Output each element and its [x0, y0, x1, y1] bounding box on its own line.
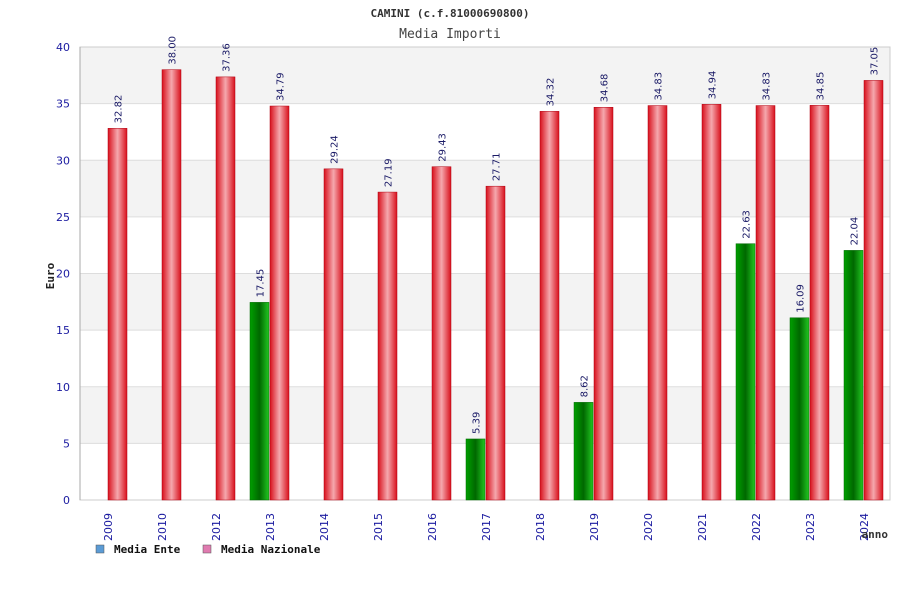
data-label-media-nazionale: 37.05: [870, 47, 881, 76]
bar-media-nazionale: [539, 111, 560, 501]
data-label-media-nazionale: 34.32: [546, 78, 557, 107]
legend: Media Ente Media Nazionale: [95, 543, 321, 556]
y-tick-label: 40: [56, 41, 70, 54]
y-tick-label: 0: [63, 494, 70, 507]
x-tick-label: 2018: [534, 513, 547, 541]
plot-band: [80, 160, 890, 217]
y-tick-label: 15: [56, 324, 70, 337]
plot-band: [80, 103, 890, 161]
data-label-media-nazionale: 38.00: [168, 36, 179, 65]
legend-swatch-media-ente: [95, 544, 105, 554]
data-label-media-nazionale: 34.68: [600, 74, 611, 103]
data-labels: 32.82 38.00 37.36 17.45 34.79 29.24 27.19 29.43…: [114, 36, 881, 434]
bar-media-nazionale: [161, 69, 182, 501]
y-tick-label: 20: [56, 268, 70, 281]
bar-media-nazionale: [107, 128, 128, 501]
data-label-media-nazionale: 37.36: [222, 43, 233, 72]
x-tick-label: 2009: [102, 513, 115, 541]
bar-media-nazionale: [215, 76, 236, 501]
data-label-media-nazionale: 34.79: [276, 72, 287, 101]
bar-media-ente: [735, 243, 756, 501]
y-axis: 0 5 10 15 20 25 30 35 40: [56, 41, 81, 507]
data-label-media-nazionale: 27.19: [384, 158, 395, 187]
chart-subtitle: Media Importi: [399, 27, 501, 42]
x-tick-label: 2021: [696, 513, 709, 541]
legend-label-media-ente: Media Ente: [114, 543, 181, 556]
data-label-media-nazionale: 34.94: [708, 71, 719, 100]
legend-swatch-media-nazionale: [202, 544, 212, 554]
bar-media-nazionale: [809, 105, 830, 501]
legend-label-media-nazionale: Media Nazionale: [221, 543, 321, 556]
bar-media-ente: [843, 250, 864, 501]
bar-media-nazionale: [701, 104, 722, 501]
y-tick-label: 25: [56, 211, 70, 224]
data-label-media-nazionale: 29.43: [438, 133, 449, 162]
y-axis-label: Euro: [44, 262, 57, 289]
data-label-media-ente: 8.62: [580, 375, 591, 397]
bar-media-nazionale: [431, 166, 452, 501]
bar-media-nazionale: [377, 191, 398, 501]
x-tick-label: 2014: [318, 513, 331, 541]
bar-media-ente: [789, 317, 810, 501]
data-label-media-ente: 22.04: [850, 217, 861, 246]
x-axis: 2009 2010 2012 2013 2014 2015 2016 2017 2018 2019…: [102, 513, 871, 541]
bar-media-nazionale: [863, 80, 884, 501]
x-tick-label: 2024: [858, 513, 871, 541]
data-label-media-nazionale: 29.24: [330, 135, 341, 164]
bar-media-nazionale: [755, 105, 776, 501]
x-tick-label: 2010: [156, 513, 169, 541]
y-tick-label: 10: [56, 381, 70, 394]
data-label-media-ente: 5.39: [472, 412, 483, 434]
y-tick-label: 5: [63, 437, 70, 450]
data-label-media-ente: 22.63: [742, 210, 753, 239]
bar-media-nazionale: [647, 105, 668, 501]
x-axis-label: anno: [862, 528, 889, 541]
bar-media-ente: [465, 438, 486, 501]
bar-media-ente: [573, 402, 594, 501]
x-tick-label: 2012: [210, 513, 223, 541]
x-tick-label: 2017: [480, 513, 493, 541]
data-label-media-nazionale: 32.82: [114, 95, 125, 124]
y-tick-label: 35: [56, 98, 70, 111]
bars: [107, 69, 884, 501]
data-label-media-ente: 16.09: [796, 284, 807, 313]
data-label-media-nazionale: 34.83: [762, 72, 773, 101]
x-tick-label: 2020: [642, 513, 655, 541]
data-label-media-nazionale: 27.71: [492, 153, 503, 182]
plot-band: [80, 47, 890, 104]
y-tick-label: 30: [56, 154, 70, 167]
x-tick-label: 2016: [426, 513, 439, 541]
data-label-media-ente: 17.45: [256, 269, 267, 298]
data-label-media-nazionale: 34.83: [654, 72, 665, 101]
x-tick-label: 2019: [588, 513, 601, 541]
chart-title: CAMINI (c.f.81000690800): [371, 7, 530, 20]
bar-media-nazionale: [485, 185, 506, 501]
data-label-media-nazionale: 34.85: [816, 72, 827, 101]
bar-media-ente: [249, 302, 270, 501]
bar-media-nazionale: [593, 106, 614, 501]
x-tick-label: 2015: [372, 513, 385, 541]
bar-media-nazionale: [323, 168, 344, 501]
bar-media-nazionale: [269, 105, 290, 501]
x-tick-label: 2023: [804, 513, 817, 541]
x-tick-label: 2022: [750, 513, 763, 541]
x-tick-label: 2013: [264, 513, 277, 541]
